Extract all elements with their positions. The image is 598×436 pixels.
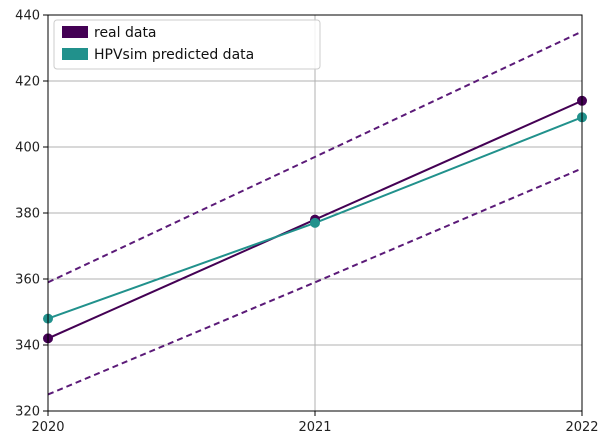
x-tick-label: 2021 [298,420,331,435]
lower-bound-line [48,167,582,396]
y-tick-label: 380 [15,207,40,222]
upper-bound-line [48,30,582,284]
legend-swatch-predicted-data [62,48,88,60]
legend-swatch-real-data [62,26,88,38]
y-tick-label: 420 [15,75,40,90]
y-tick-label: 440 [15,9,40,24]
y-tick-label: 320 [15,405,40,420]
legend: real data HPVsim predicted data [53,19,321,70]
y-tick-label: 400 [15,141,40,156]
legend-box [53,19,321,70]
y-tick-label: 340 [15,339,40,354]
legend-label-real-data: real data [94,25,157,41]
x-tick-label: 2022 [565,420,598,435]
legend-label-predicted-data: HPVsim predicted data [94,47,254,63]
data-point-predicted-data [310,217,320,228]
y-tick-label: 360 [15,273,40,288]
x-tick-label: 2020 [31,420,64,435]
axis-ticks: 320 340 360 380 400 420 440 2020 2021 2022 [15,9,598,436]
